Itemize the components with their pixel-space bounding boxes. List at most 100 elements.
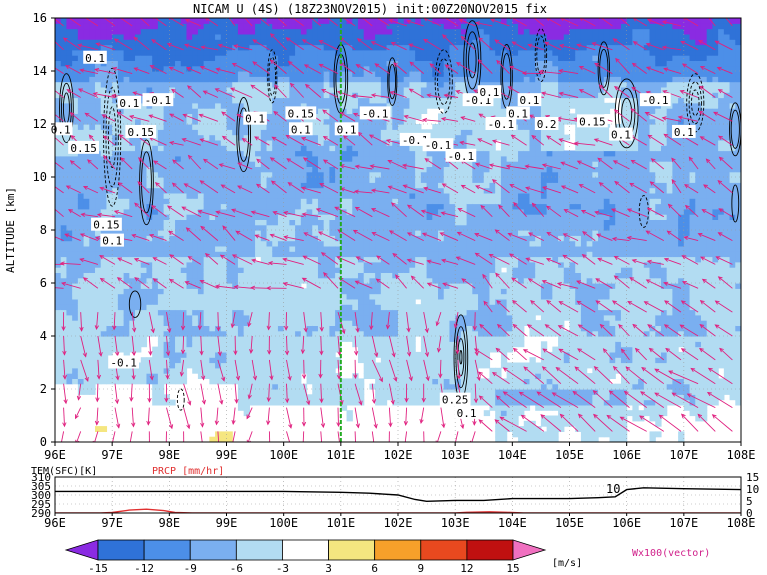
shade-cell (329, 155, 336, 162)
shade-cell (220, 124, 228, 130)
shade-cell (243, 261, 250, 268)
shade-cell (432, 336, 439, 342)
shade-cell (186, 23, 193, 30)
shade-cell (123, 139, 130, 146)
shade-cell (175, 304, 182, 311)
shade-cell (329, 309, 336, 316)
shade-cell (169, 277, 176, 284)
shade-cell (123, 44, 130, 51)
shade-cell (277, 394, 285, 401)
shade-cell (60, 155, 68, 162)
shade-cell (277, 33, 285, 40)
shade-cell (243, 357, 250, 364)
shade-cell (157, 351, 165, 358)
shade-cell (140, 256, 148, 263)
shade-cell (266, 139, 273, 146)
shade-cell (192, 198, 199, 205)
shade-cell (89, 198, 96, 205)
shade-cell (112, 198, 119, 205)
shade-cell (260, 134, 268, 141)
shade-cell (237, 86, 245, 93)
shade-cell (255, 367, 262, 374)
shade-cell (66, 245, 73, 252)
shade-cell (117, 60, 125, 67)
shade-cell (329, 86, 336, 93)
shade-cell (329, 251, 336, 258)
shade-cell (398, 182, 405, 189)
shade-cell (392, 182, 399, 189)
shade-cell (300, 166, 308, 173)
shade-cell (323, 267, 330, 273)
shade-cell (146, 28, 153, 35)
shade-cell (203, 76, 210, 83)
shade-cell (140, 44, 148, 51)
shade-cell (186, 166, 193, 173)
shade-cell (415, 192, 422, 199)
shade-cell (449, 65, 456, 72)
shade-cell (266, 177, 273, 183)
shade-cell (266, 277, 273, 284)
shade-cell (415, 373, 422, 379)
shade-cell (83, 389, 90, 395)
shade-cell (375, 383, 382, 390)
shade-cell (300, 161, 308, 167)
shade-cell (312, 60, 319, 67)
shade-cell (169, 145, 176, 152)
shade-cell (157, 86, 165, 93)
shade-cell (403, 124, 411, 130)
shade-cell (369, 44, 376, 51)
shade-cell (357, 150, 365, 157)
shade-cell (226, 219, 233, 226)
shade-cell (232, 208, 239, 215)
shade-cell (243, 192, 250, 199)
shade-cell (323, 28, 330, 35)
shade-cell (443, 325, 451, 332)
shade-cell (129, 214, 136, 220)
shade-cell (157, 161, 165, 167)
shade-cell (129, 18, 136, 24)
shade-cell (66, 65, 73, 72)
shade-cell (415, 86, 422, 93)
shade-cell (186, 298, 193, 305)
shade-cell (335, 325, 342, 332)
shade-cell (203, 33, 210, 40)
shade-cell (317, 399, 325, 406)
shade-cell (312, 373, 319, 379)
shade-cell (283, 267, 290, 273)
shade-cell (72, 357, 79, 364)
shade-cell (55, 177, 62, 183)
shade-cell (129, 367, 136, 374)
shade-cell (209, 76, 216, 83)
shade-cell (323, 309, 330, 316)
shade-cell (175, 373, 182, 379)
shade-cell (100, 71, 108, 77)
shade-cell (403, 214, 411, 220)
shade-cell (432, 203, 439, 210)
shade-cell (215, 108, 222, 114)
shade-cell (203, 92, 210, 99)
shade-cell (55, 92, 62, 99)
shade-cell (306, 378, 313, 385)
shade-cell (203, 102, 210, 109)
shade-cell (66, 71, 73, 77)
shade-cell (209, 267, 216, 273)
shade-cell (203, 298, 210, 305)
shade-cell (100, 362, 108, 369)
shade-cell (306, 139, 313, 146)
shade-cell (386, 389, 393, 395)
shade-cell (420, 283, 428, 289)
shade-cell (112, 251, 119, 258)
shade-cell (363, 33, 371, 40)
shade-cell (209, 219, 216, 226)
shade-cell (66, 92, 73, 99)
shade-cell (203, 336, 210, 342)
shade-cell (209, 192, 216, 199)
shade-cell (192, 245, 199, 252)
shade-cell (432, 166, 439, 173)
shade-cell (192, 320, 199, 326)
shade-cell (89, 81, 96, 88)
shade-cell (117, 267, 125, 273)
shade-cell (157, 330, 165, 337)
shade-cell (409, 171, 416, 178)
shade-cell (335, 346, 342, 353)
